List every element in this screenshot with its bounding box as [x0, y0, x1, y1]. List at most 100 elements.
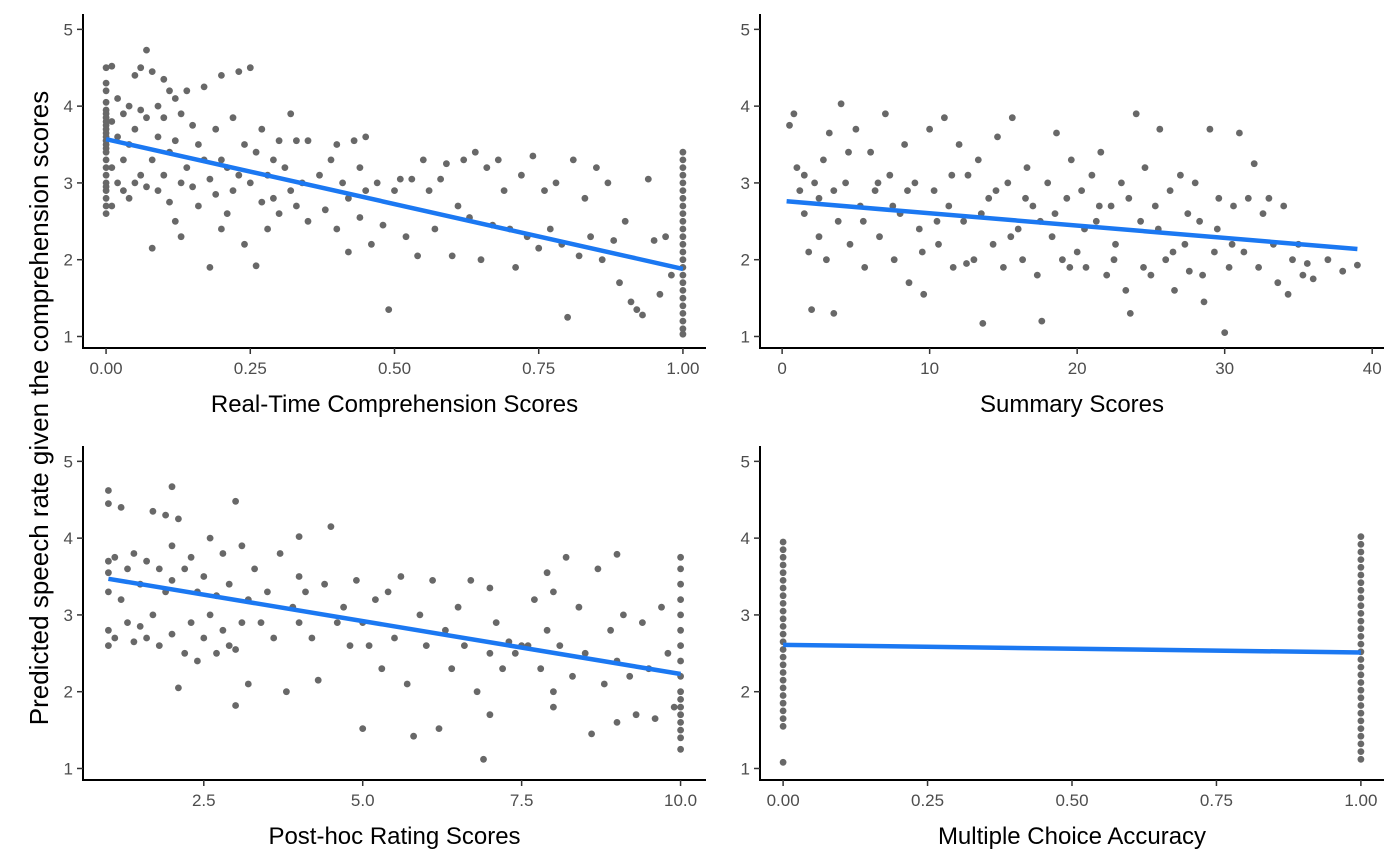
post-hoc-rating-point — [327, 523, 335, 530]
real-time-comprehension-point — [679, 179, 687, 187]
multiple-choice-accuracy-point — [779, 684, 787, 692]
real-time-comprehension-point — [362, 133, 370, 141]
multiple-choice-accuracy-point — [1357, 586, 1365, 594]
summary-scores-point — [985, 194, 993, 202]
post-hoc-rating-point — [105, 642, 112, 649]
post-hoc-rating-point — [677, 719, 684, 726]
post-hoc-rating-point — [111, 634, 119, 642]
post-hoc-rating-point — [238, 619, 246, 626]
post-hoc-rating-point — [416, 611, 424, 619]
multiple-choice-accuracy-x-tick-label: 0.75 — [1200, 791, 1233, 810]
multiple-choice-accuracy-point — [1357, 671, 1365, 679]
summary-scores-point — [1066, 264, 1074, 271]
real-time-comprehension-point — [183, 164, 191, 172]
post-hoc-rating-point — [295, 619, 303, 626]
post-hoc-rating-panel: 2.5 5.0 7.5 10.0 1 2 3 4 5 Post-hoc Rating Scores — [64, 446, 706, 850]
post-hoc-rating-point — [105, 569, 112, 577]
real-time-comprehension-point — [102, 79, 110, 87]
summary-scores-point — [1284, 290, 1292, 298]
post-hoc-rating-point — [677, 745, 684, 753]
post-hoc-rating-point — [353, 577, 360, 584]
real-time-comprehension-point — [604, 179, 612, 187]
summary-scores-point — [790, 110, 798, 118]
summary-scores-point — [1228, 240, 1236, 248]
summary-scores-point — [1038, 317, 1046, 325]
post-hoc-rating-point — [575, 603, 583, 611]
summary-scores-x-tick-label: 10 — [920, 359, 939, 378]
real-time-comprehension-point — [431, 225, 439, 233]
real-time-comprehension-point — [177, 233, 185, 241]
real-time-comprehension-point — [137, 106, 145, 114]
summary-scores-point — [1303, 260, 1311, 267]
multiple-choice-accuracy-point — [1357, 602, 1365, 610]
real-time-comprehension-point — [114, 133, 121, 141]
summary-scores-point — [1088, 171, 1096, 179]
real-time-comprehension-point — [189, 121, 197, 129]
summary-scores-point — [1166, 187, 1174, 195]
multiple-choice-accuracy-panel: 0.00 0.25 0.50 0.75 1.00 1 2 3 4 5 Multiple Choice… — [741, 446, 1384, 850]
real-time-comprehension-x-tick-label: 0.00 — [90, 359, 123, 378]
real-time-comprehension-point — [212, 125, 220, 133]
real-time-comprehension-point — [581, 194, 589, 202]
post-hoc-rating-point — [677, 642, 684, 649]
post-hoc-rating-point — [365, 642, 373, 649]
post-hoc-rating-point — [531, 596, 538, 603]
real-time-comprehension-point — [108, 202, 116, 210]
real-time-comprehension-point — [137, 171, 145, 179]
summary-scores-point — [1265, 194, 1273, 202]
summary-scores-point — [1118, 179, 1125, 187]
post-hoc-rating-point — [187, 619, 195, 626]
summary-scores-point — [1023, 164, 1031, 172]
post-hoc-rating-point — [206, 534, 214, 542]
real-time-comprehension-point — [120, 110, 127, 118]
real-time-comprehension-point — [391, 187, 398, 195]
real-time-comprehension-point — [189, 183, 197, 191]
post-hoc-rating-y-tick-label: 5 — [64, 452, 73, 471]
multiple-choice-accuracy-point — [779, 758, 787, 766]
real-time-comprehension-point — [223, 210, 231, 218]
summary-scores-point — [1137, 217, 1144, 225]
real-time-comprehension-point — [471, 148, 479, 156]
real-time-comprehension-point — [287, 110, 295, 118]
summary-scores-point — [904, 187, 911, 195]
real-time-comprehension-point — [679, 325, 687, 333]
real-time-comprehension-point — [108, 62, 116, 70]
post-hoc-rating-point — [372, 596, 379, 603]
real-time-comprehension-point — [102, 187, 110, 195]
real-time-comprehension-x-tick-label: 0.75 — [522, 359, 555, 378]
real-time-comprehension-point — [437, 175, 444, 183]
real-time-comprehension-point — [679, 187, 687, 195]
post-hoc-rating-point — [175, 515, 182, 523]
post-hoc-rating-point — [499, 665, 506, 673]
post-hoc-rating-point — [136, 623, 144, 630]
real-time-comprehension-point — [345, 248, 352, 256]
multiple-choice-accuracy-point — [1357, 740, 1365, 748]
summary-scores-point — [949, 264, 957, 271]
post-hoc-rating-point — [677, 711, 684, 719]
post-hoc-rating-point — [397, 573, 405, 580]
real-time-comprehension-point — [656, 290, 664, 298]
multiple-choice-accuracy-point — [1357, 610, 1365, 617]
real-time-comprehension-point — [114, 95, 121, 102]
real-time-comprehension-point — [368, 240, 375, 248]
summary-scores-point — [889, 202, 897, 210]
summary-scores-point — [808, 306, 815, 313]
post-hoc-rating-point — [448, 665, 456, 673]
post-hoc-rating-point — [105, 626, 112, 634]
real-time-comprehension-point — [293, 137, 300, 145]
multiple-choice-accuracy-point — [779, 653, 787, 661]
summary-scores-point — [1097, 148, 1105, 156]
real-time-comprehension-point — [160, 75, 168, 83]
summary-scores-point — [793, 164, 801, 172]
multiple-choice-accuracy-point — [779, 707, 787, 715]
summary-scores-point — [1196, 217, 1203, 225]
real-time-comprehension-point — [541, 187, 548, 195]
post-hoc-rating-point — [429, 577, 436, 584]
real-time-comprehension-point — [575, 252, 583, 260]
real-time-comprehension-point — [679, 148, 687, 156]
post-hoc-rating-point — [651, 715, 659, 722]
multiple-choice-accuracy-point — [1357, 540, 1365, 548]
post-hoc-rating-point — [168, 483, 176, 491]
real-time-comprehension-point — [494, 156, 502, 164]
summary-scores-point — [1221, 329, 1229, 336]
